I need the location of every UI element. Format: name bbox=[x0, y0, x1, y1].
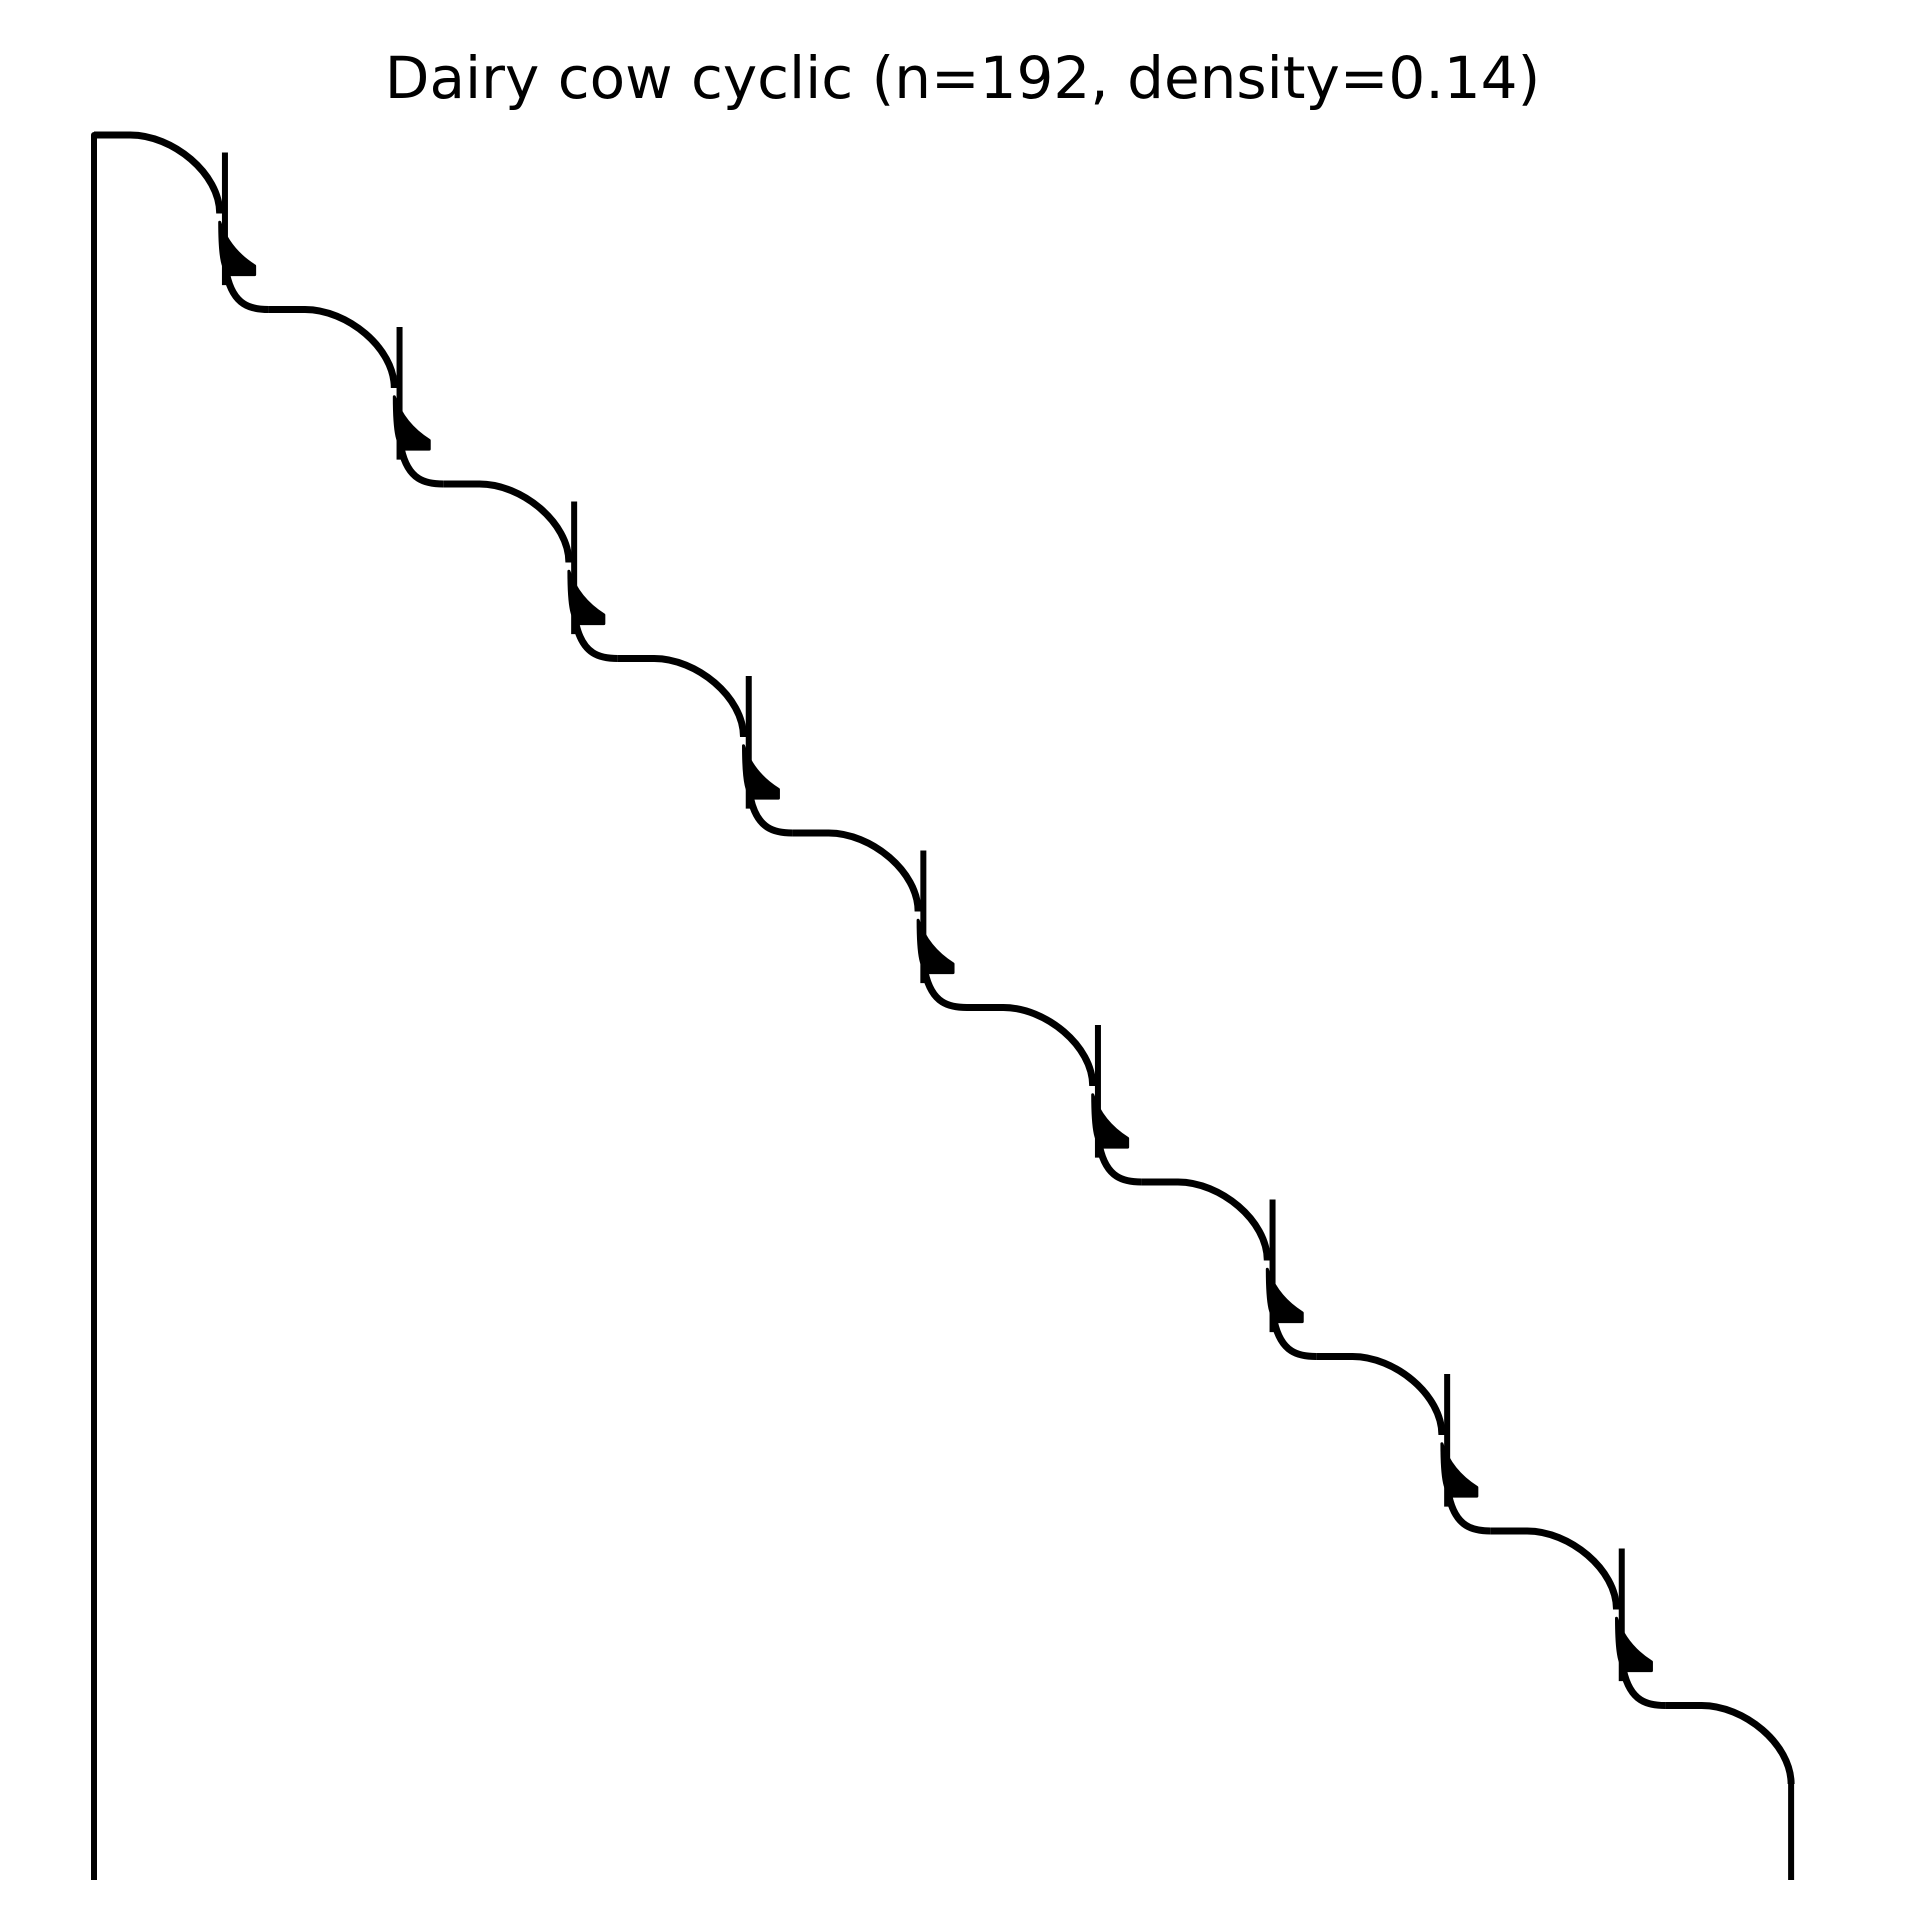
block-wedge-6 bbox=[1091, 1093, 1130, 1149]
band-curve-9 bbox=[1490, 1527, 1621, 1610]
band-curve-10 bbox=[1665, 1702, 1795, 1785]
block-link-8 bbox=[1445, 1495, 1491, 1535]
chart-title: Dairy cow cyclic (n=192, density=0.14) bbox=[384, 44, 1541, 112]
block-wedge-4 bbox=[742, 744, 780, 800]
block-link-6 bbox=[1096, 1146, 1142, 1186]
sparsity-marks bbox=[91, 131, 1795, 1880]
band-curve-5 bbox=[792, 829, 922, 912]
block-link-4 bbox=[747, 797, 793, 837]
band-curve-3 bbox=[443, 480, 573, 563]
block-wedge-9 bbox=[1615, 1616, 1653, 1673]
band-curve-4 bbox=[617, 655, 748, 738]
band-curve-1 bbox=[94, 131, 224, 214]
block-wedge-8 bbox=[1440, 1442, 1479, 1498]
cyclic-wrap-column bbox=[91, 132, 131, 1880]
block-wedge-2 bbox=[392, 395, 431, 451]
block-wedge-5 bbox=[916, 918, 955, 975]
block-link-7 bbox=[1270, 1320, 1317, 1360]
block-link-1 bbox=[223, 273, 269, 313]
block-wedge-1 bbox=[218, 220, 257, 277]
band-curve-8 bbox=[1316, 1353, 1446, 1436]
block-link-2 bbox=[397, 448, 444, 488]
block-wedge-3 bbox=[567, 569, 606, 626]
block-link-5 bbox=[921, 971, 968, 1011]
band-curve-7 bbox=[1141, 1178, 1271, 1261]
band-curve-2 bbox=[268, 306, 398, 389]
block-wedge-7 bbox=[1265, 1267, 1304, 1324]
band-curve-6 bbox=[967, 1004, 1097, 1087]
block-link-3 bbox=[572, 622, 618, 662]
block-link-9 bbox=[1620, 1669, 1666, 1709]
